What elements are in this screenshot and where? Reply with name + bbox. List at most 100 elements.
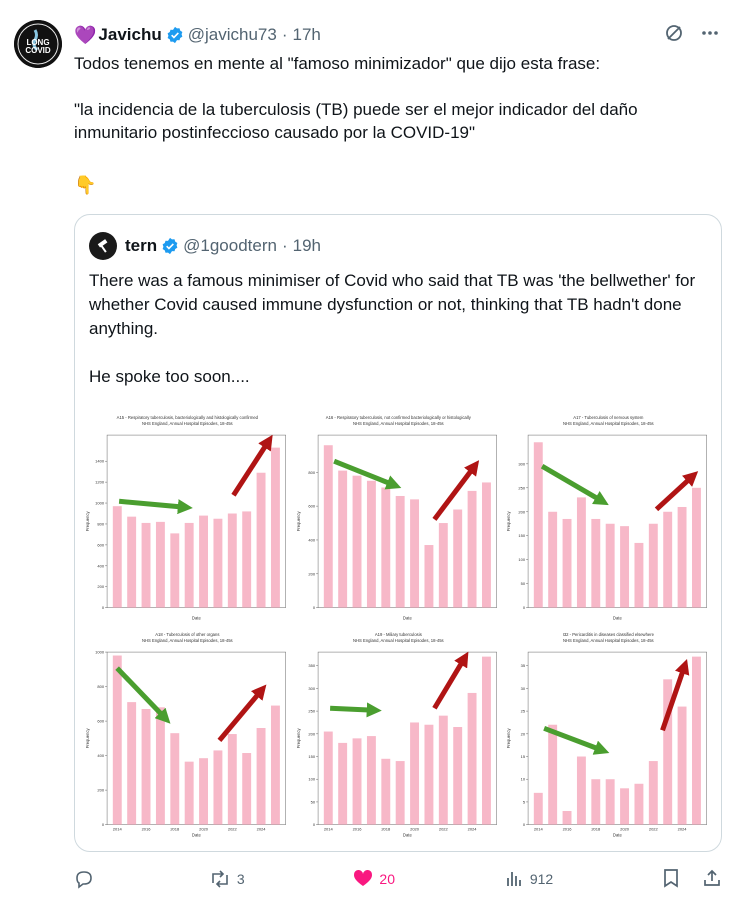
grok-icon[interactable] [664, 23, 684, 48]
y-tick-label: 0 [312, 605, 315, 610]
y-tick-label: 100 [308, 776, 315, 781]
chart-frame [528, 434, 708, 608]
bar [534, 792, 544, 825]
x-tick-label: 2018 [381, 826, 391, 831]
bar [452, 509, 462, 608]
bar [380, 487, 390, 608]
more-options-icon[interactable] [700, 23, 720, 48]
chart-image-grid[interactable]: A15 - Respiratory tuberculosis, bacterio… [83, 411, 713, 843]
author-handle[interactable]: @javichu73 [187, 25, 277, 44]
red-arrow-icon [660, 658, 690, 731]
bar [141, 522, 151, 608]
x-tick-label: 2018 [592, 826, 602, 831]
red-arrow-icon [217, 684, 267, 742]
y-tick-label: 600 [97, 718, 104, 723]
bar [323, 731, 333, 825]
quote-author-handle[interactable]: @1goodtern [183, 236, 277, 255]
bar [256, 472, 266, 608]
green-arrow-icon [332, 458, 401, 490]
bar [380, 758, 390, 825]
reply-icon [76, 871, 92, 889]
bar [256, 727, 266, 825]
y-tick-label: 15 [521, 754, 526, 759]
bar [395, 495, 405, 608]
bar [620, 787, 630, 825]
bar [481, 656, 491, 825]
y-axis-label: Frequency [296, 511, 301, 532]
y-tick-label: 1200 [95, 480, 105, 485]
x-tick-label: 2018 [170, 826, 180, 831]
x-tick-label: 2016 [142, 826, 152, 831]
y-tick-label: 100 [519, 557, 526, 562]
bar [692, 487, 702, 608]
chart-subtitle: NHS England, Annual Hospital Episodes, 1… [142, 421, 233, 426]
chart-panel: I32 - Pericarditis in diseases classifie… [504, 627, 713, 843]
bar [141, 708, 151, 825]
chart-svg: I32 - Pericarditis in diseases classifie… [504, 627, 713, 843]
bar [438, 523, 448, 608]
y-tick-label: 50 [310, 799, 315, 804]
avatar[interactable]: LONG COVID [14, 20, 62, 68]
y-axis-label: Frequency [506, 511, 511, 532]
bar [591, 518, 601, 608]
tweet-time[interactable]: 17h [292, 25, 321, 44]
y-tick-label: 800 [97, 521, 104, 526]
quote-time[interactable]: 19h [292, 236, 321, 255]
quote-avatar[interactable] [89, 232, 117, 260]
quoted-tweet[interactable]: tern @1goodtern · 19h There was a famous… [74, 214, 722, 852]
y-axis-label: Frequency [85, 727, 90, 748]
x-axis-label: Date [403, 832, 413, 837]
author-name[interactable]: Javichu [98, 25, 162, 44]
bar [677, 506, 687, 608]
views-button[interactable]: 912 [504, 869, 553, 889]
bar [242, 511, 252, 608]
bookmark-button[interactable] [662, 868, 680, 891]
bar [270, 447, 280, 608]
chart-panel: A17 - Tuberculosis of nervous system NHS … [504, 411, 713, 626]
like-button[interactable]: 20 [353, 869, 395, 889]
quote-text: There was a famous minimiser of Covid wh… [89, 271, 696, 386]
retweet-icon [212, 870, 228, 888]
x-axis-label: Date [403, 616, 413, 621]
y-axis-label: Frequency [506, 727, 511, 748]
quote-header: tern @1goodtern · 19h [89, 231, 321, 261]
bar [577, 756, 587, 825]
y-tick-label: 200 [519, 509, 526, 514]
chart-subtitle: NHS England, Annual Hospital Episodes, 1… [353, 421, 444, 426]
y-tick-label: 300 [519, 461, 526, 466]
retweet-button[interactable]: 3 [209, 869, 245, 889]
heart-icon [354, 869, 373, 886]
chart-title: A18 - Tuberculosis of other organs [155, 632, 219, 637]
reply-button[interactable] [74, 869, 100, 889]
x-tick-label: 2014 [534, 826, 544, 831]
chart-frame [106, 434, 286, 608]
chart-panel: A16 - Respiratory tuberculosis, not conf… [293, 411, 503, 626]
green-arrow-icon [118, 498, 193, 515]
bar [438, 715, 448, 825]
bar [127, 516, 137, 608]
y-tick-label: 350 [308, 663, 315, 668]
bar [366, 480, 376, 608]
bar [548, 511, 558, 608]
red-arrow-icon [431, 651, 469, 710]
bar [395, 760, 405, 825]
x-tick-label: 2020 [620, 826, 630, 831]
bar [634, 542, 644, 608]
bar [170, 533, 180, 608]
share-button[interactable] [702, 868, 722, 891]
x-tick-label: 2020 [410, 826, 420, 831]
avatar-text-covid: COVID [25, 46, 51, 55]
y-tick-label: 400 [97, 753, 104, 758]
quote-separator-dot: · [281, 236, 288, 255]
y-tick-label: 50 [521, 581, 526, 586]
quote-author-name[interactable]: tern [125, 236, 158, 255]
bar [127, 701, 137, 825]
y-tick-label: 150 [519, 533, 526, 538]
bar [213, 518, 223, 608]
tweet-header: 💜 Javichu @javichu73 · 17h [74, 22, 720, 48]
bar [170, 732, 180, 825]
x-tick-label: 2024 [257, 826, 267, 831]
chart-title: A16 - Respiratory tuberculosis, not conf… [325, 415, 471, 420]
bar [112, 655, 122, 825]
